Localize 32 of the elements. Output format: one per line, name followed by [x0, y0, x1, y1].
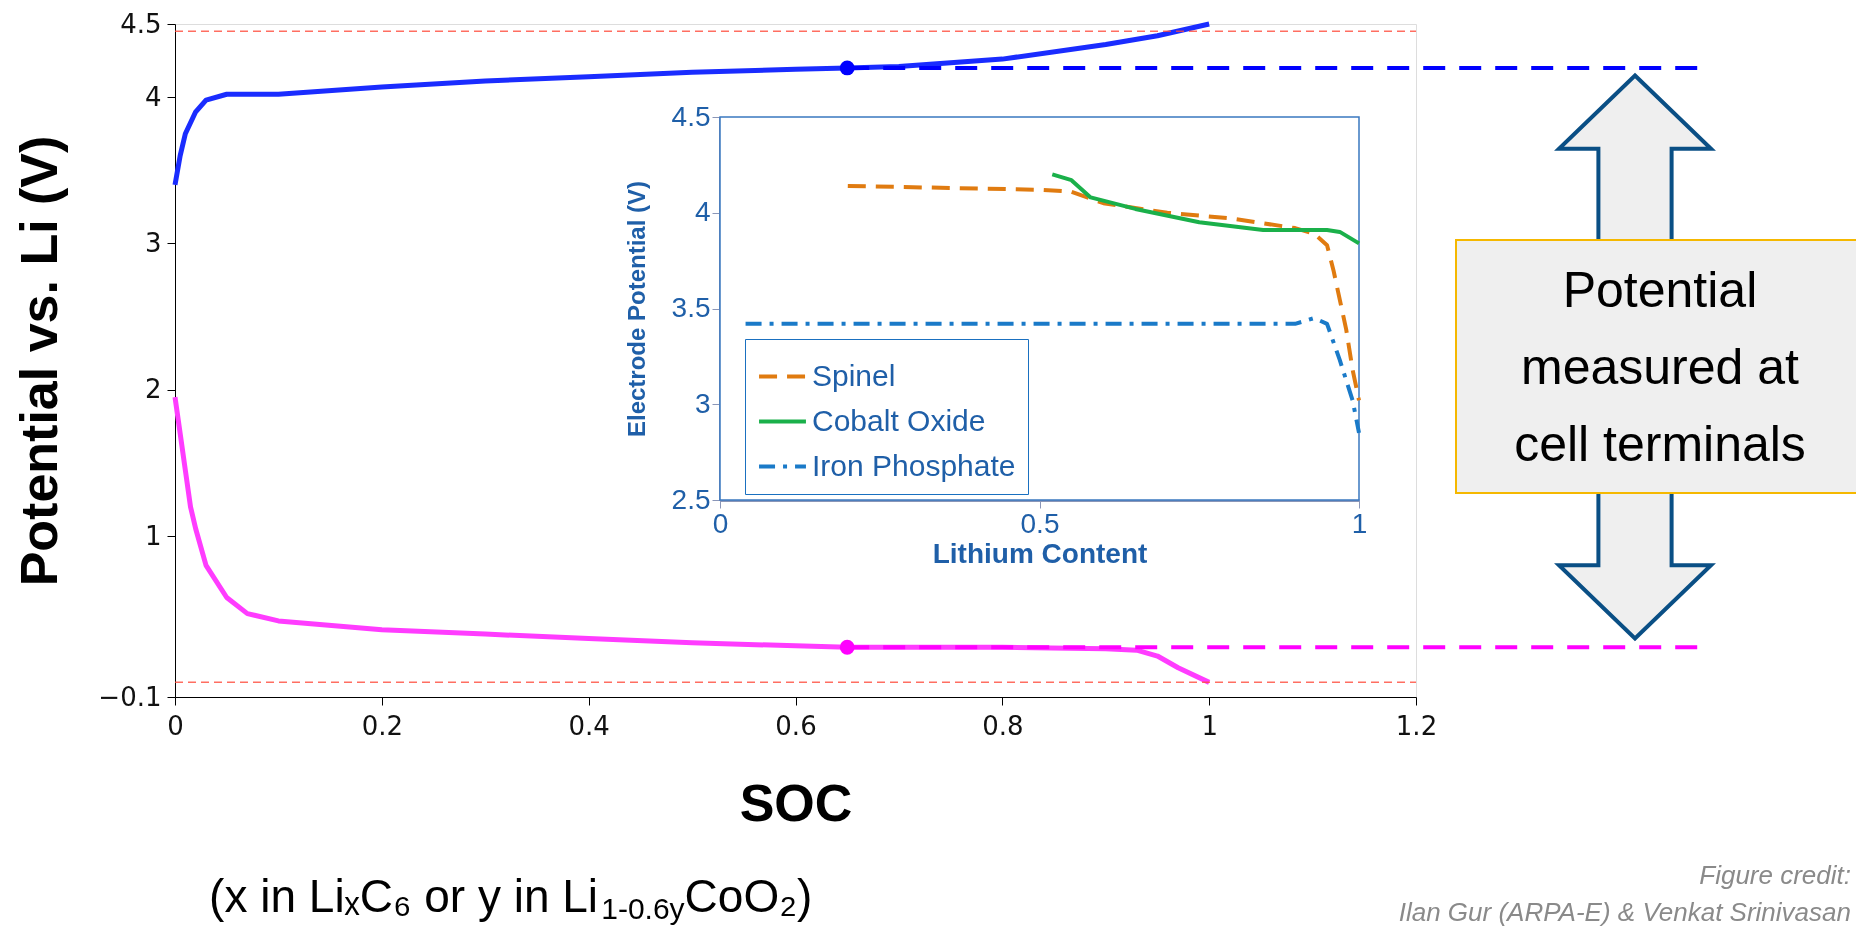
- line-series: [1050, 172, 1361, 246]
- line-series: [743, 316, 1361, 435]
- y-tick-label: 4: [144, 81, 162, 112]
- x-tick-label: 0: [712, 507, 729, 539]
- legend-label: Iron Phosphate: [812, 448, 1016, 482]
- y-axis-title: Potential vs. Li (V): [10, 135, 69, 587]
- legend-label: Spinel: [812, 358, 896, 392]
- x-tick-label: 1: [1201, 710, 1218, 741]
- x-tick-label: 1: [1351, 507, 1368, 539]
- text: Figure credit:: [1699, 860, 1851, 890]
- x-tick-label: 0: [167, 710, 184, 741]
- y-tick-label: 2: [144, 374, 162, 405]
- x-tick-label: 0.2: [361, 710, 404, 741]
- x-axis-title: SOC: [739, 773, 853, 832]
- y-tick-label: 2.5: [671, 483, 711, 515]
- x-tick-label: 0.4: [568, 710, 610, 741]
- y-tick-label: 4.5: [671, 100, 711, 132]
- text: Potential measured at cell terminals: [1514, 262, 1806, 472]
- y-tick-label: 4.5: [120, 8, 162, 39]
- legend-label: Cobalt Oxide: [812, 403, 986, 437]
- y-tick-label: −0.1: [98, 681, 162, 712]
- x-tick-label: 0.8: [982, 710, 1024, 741]
- y-tick-label: 3.5: [671, 292, 711, 323]
- x-axis-title: Lithium Content: [932, 537, 1148, 569]
- y-tick-label: 4: [694, 196, 711, 228]
- x-tick-label: 1.2: [1395, 710, 1438, 741]
- x-tick-label: 0.6: [775, 710, 817, 741]
- y-axis-title: Electrode Potential (V): [622, 180, 650, 438]
- y-tick-label: 3: [694, 387, 711, 419]
- text: Ilan Gur (ARPA-E) & Venkat Srinivasan: [1398, 897, 1851, 927]
- x-tick-label: 0.5: [1020, 507, 1060, 539]
- y-tick-label: 3: [144, 227, 162, 258]
